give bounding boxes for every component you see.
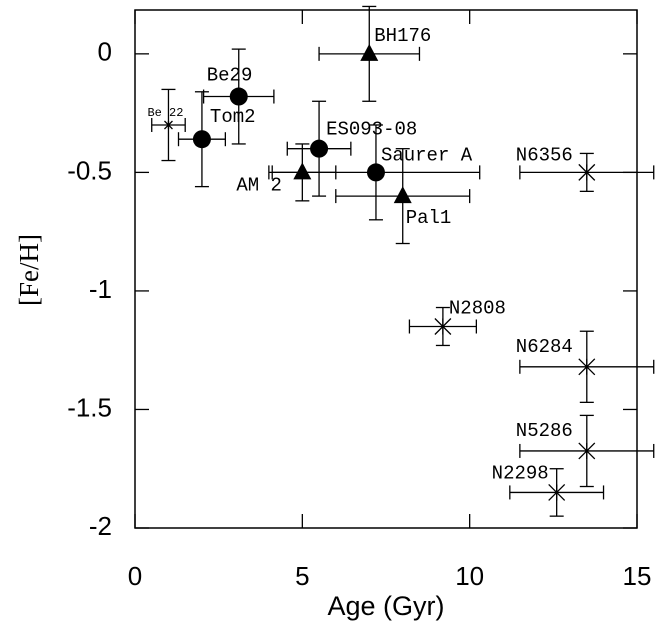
point-label: N6356 <box>516 144 573 166</box>
marker <box>578 163 596 181</box>
marker <box>229 87 248 106</box>
point-label: Tom2 <box>210 106 256 128</box>
point-label: N2808 <box>449 298 506 320</box>
marker <box>366 163 385 182</box>
point-label: BH176 <box>374 25 431 47</box>
point-label: N6284 <box>516 336 573 358</box>
y-tick-label: -1 <box>89 274 112 304</box>
marker <box>393 186 412 204</box>
marker <box>360 43 379 61</box>
y-axis-title: [Fe/H] <box>14 234 44 306</box>
point-label: ES093-08 <box>326 119 417 141</box>
marker <box>293 162 312 180</box>
marker <box>578 442 596 460</box>
point-label: Be29 <box>207 65 253 87</box>
marker <box>192 130 211 149</box>
marker <box>310 139 329 158</box>
point-label: Pal1 <box>406 207 452 229</box>
point-label: Saurer A <box>381 144 473 166</box>
y-tick-label: 0 <box>98 37 112 67</box>
x-tick-label: 5 <box>295 561 309 591</box>
point-label: AM 2 <box>236 174 282 196</box>
x-tick-label: 0 <box>128 561 142 591</box>
y-tick-label: -1.5 <box>67 392 112 422</box>
x-axis-title: Age (Gyr) <box>327 591 444 621</box>
marker <box>434 318 452 335</box>
x-tick-label: 10 <box>455 561 484 591</box>
marker <box>578 358 596 376</box>
point-label: N2298 <box>492 462 549 484</box>
marker <box>548 483 566 501</box>
plot-frame <box>134 9 638 529</box>
point-label: Be 22 <box>147 106 183 120</box>
y-tick-label: -2 <box>89 511 112 541</box>
x-tick-label: 15 <box>623 561 652 591</box>
marker <box>164 120 173 130</box>
point-label: N5286 <box>516 420 573 442</box>
y-tick-label: -0.5 <box>67 155 112 185</box>
